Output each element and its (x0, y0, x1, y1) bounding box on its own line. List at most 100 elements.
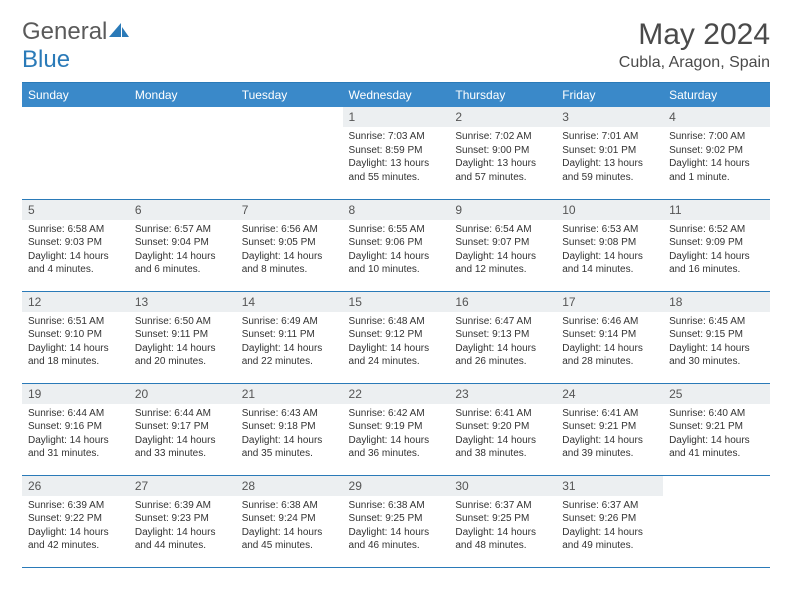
day-cell-2: 2Sunrise: 7:02 AMSunset: 9:00 PMDaylight… (449, 107, 556, 199)
detail-line: Sunrise: 7:03 AM (349, 130, 444, 144)
detail-line: Sunset: 9:01 PM (562, 144, 657, 158)
day-details (663, 482, 770, 489)
detail-line: Sunrise: 6:56 AM (242, 223, 337, 237)
detail-line: Sunrise: 6:37 AM (455, 499, 550, 513)
day-details: Sunrise: 6:43 AMSunset: 9:18 PMDaylight:… (236, 404, 343, 465)
detail-line: Sunrise: 6:49 AM (242, 315, 337, 329)
day-cell-1: 1 Sunrise: 7:03 AMSunset: 8:59 PMDaylight… (343, 107, 450, 199)
day-number: 1 (343, 107, 450, 127)
week-row: 5Sunrise: 6:58 AMSunset: 9:03 PMDaylight… (22, 199, 770, 291)
detail-line: and 33 minutes. (135, 447, 230, 461)
day-details: Sunrise: 6:57 AMSunset: 9:04 PMDaylight:… (129, 220, 236, 281)
detail-line: Sunrise: 6:38 AM (242, 499, 337, 513)
detail-line: Daylight: 14 hours (669, 157, 764, 171)
detail-line: Sunrise: 6:47 AM (455, 315, 550, 329)
detail-line: and 12 minutes. (455, 263, 550, 277)
detail-line: Daylight: 14 hours (28, 250, 123, 264)
day-number: 20 (129, 384, 236, 404)
detail-line: Daylight: 14 hours (562, 250, 657, 264)
day-cell-25: 25Sunrise: 6:40 AMSunset: 9:21 PMDayligh… (663, 383, 770, 475)
day-details: Sunrise: 6:44 AMSunset: 9:17 PMDaylight:… (129, 404, 236, 465)
detail-line: Sunset: 9:26 PM (562, 512, 657, 526)
detail-line: and 16 minutes. (669, 263, 764, 277)
day-number: 14 (236, 292, 343, 312)
detail-line: Sunrise: 6:58 AM (28, 223, 123, 237)
day-details: Sunrise: 6:37 AMSunset: 9:26 PMDaylight:… (556, 496, 663, 557)
detail-line: Daylight: 14 hours (28, 434, 123, 448)
detail-line: Daylight: 14 hours (455, 342, 550, 356)
detail-line: and 30 minutes. (669, 355, 764, 369)
day-header-monday: Monday (129, 83, 236, 108)
detail-line: Sunset: 9:20 PM (455, 420, 550, 434)
detail-line: Daylight: 13 hours (349, 157, 444, 171)
detail-line: Sunset: 8:59 PM (349, 144, 444, 158)
day-details (236, 113, 343, 120)
detail-line: Daylight: 14 hours (669, 434, 764, 448)
day-number: 17 (556, 292, 663, 312)
day-details: Sunrise: 7:02 AMSunset: 9:00 PMDaylight:… (449, 127, 556, 188)
day-cell-13: 13Sunrise: 6:50 AMSunset: 9:11 PMDayligh… (129, 291, 236, 383)
detail-line: and 6 minutes. (135, 263, 230, 277)
day-number: 29 (343, 476, 450, 496)
day-cell-23: 23Sunrise: 6:41 AMSunset: 9:20 PMDayligh… (449, 383, 556, 475)
detail-line: Sunset: 9:23 PM (135, 512, 230, 526)
detail-line: Sunset: 9:16 PM (28, 420, 123, 434)
detail-line: Sunrise: 7:02 AM (455, 130, 550, 144)
brand-part1: General (22, 18, 107, 45)
day-cell-27: 27Sunrise: 6:39 AMSunset: 9:23 PMDayligh… (129, 475, 236, 567)
day-cell-3: 3Sunrise: 7:01 AMSunset: 9:01 PMDaylight… (556, 107, 663, 199)
day-number: 9 (449, 200, 556, 220)
day-details: Sunrise: 6:54 AMSunset: 9:07 PMDaylight:… (449, 220, 556, 281)
day-details: Sunrise: 6:38 AMSunset: 9:24 PMDaylight:… (236, 496, 343, 557)
day-number: 24 (556, 384, 663, 404)
detail-line: and 48 minutes. (455, 539, 550, 553)
day-header-sunday: Sunday (22, 83, 129, 108)
calendar-page: General Blue May 2024 Cubla, Aragon, Spa… (0, 0, 792, 586)
day-details: Sunrise: 6:39 AMSunset: 9:22 PMDaylight:… (22, 496, 129, 557)
detail-line: Sunset: 9:12 PM (349, 328, 444, 342)
day-cell-19: 19Sunrise: 6:44 AMSunset: 9:16 PMDayligh… (22, 383, 129, 475)
day-details: Sunrise: 6:49 AMSunset: 9:11 PMDaylight:… (236, 312, 343, 373)
day-number: 8 (343, 200, 450, 220)
detail-line: Daylight: 14 hours (135, 434, 230, 448)
detail-line: Daylight: 14 hours (135, 526, 230, 540)
detail-line: Daylight: 14 hours (349, 434, 444, 448)
detail-line: Daylight: 14 hours (562, 526, 657, 540)
detail-line: Sunrise: 6:48 AM (349, 315, 444, 329)
detail-line: Sunset: 9:19 PM (349, 420, 444, 434)
day-number: 25 (663, 384, 770, 404)
day-number: 28 (236, 476, 343, 496)
week-row: 19Sunrise: 6:44 AMSunset: 9:16 PMDayligh… (22, 383, 770, 475)
detail-line: Daylight: 14 hours (669, 250, 764, 264)
detail-line: and 46 minutes. (349, 539, 444, 553)
detail-line: and 59 minutes. (562, 171, 657, 185)
detail-line: and 44 minutes. (135, 539, 230, 553)
empty-day-cell (236, 107, 343, 199)
day-details: Sunrise: 7:00 AMSunset: 9:02 PMDaylight:… (663, 127, 770, 188)
detail-line: Sunrise: 6:39 AM (135, 499, 230, 513)
day-number: 7 (236, 200, 343, 220)
day-number: 16 (449, 292, 556, 312)
day-cell-8: 8Sunrise: 6:55 AMSunset: 9:06 PMDaylight… (343, 199, 450, 291)
detail-line: and 57 minutes. (455, 171, 550, 185)
day-number: 6 (129, 200, 236, 220)
detail-line: Sunrise: 6:54 AM (455, 223, 550, 237)
detail-line: Daylight: 14 hours (349, 342, 444, 356)
detail-line: and 36 minutes. (349, 447, 444, 461)
detail-line: Daylight: 14 hours (562, 342, 657, 356)
detail-line: Sunrise: 6:55 AM (349, 223, 444, 237)
day-details: Sunrise: 6:50 AMSunset: 9:11 PMDaylight:… (129, 312, 236, 373)
detail-line: Sunset: 9:00 PM (455, 144, 550, 158)
detail-line: Sunset: 9:04 PM (135, 236, 230, 250)
location-text: Cubla, Aragon, Spain (619, 54, 770, 72)
detail-line: Sunrise: 6:52 AM (669, 223, 764, 237)
day-details: Sunrise: 6:41 AMSunset: 9:21 PMDaylight:… (556, 404, 663, 465)
detail-line: Daylight: 13 hours (455, 157, 550, 171)
detail-line: and 49 minutes. (562, 539, 657, 553)
day-number: 30 (449, 476, 556, 496)
detail-line: Sunset: 9:05 PM (242, 236, 337, 250)
brand-part2: Blue (22, 46, 70, 73)
day-header-row: SundayMondayTuesdayWednesdayThursdayFrid… (22, 83, 770, 108)
detail-line: Daylight: 14 hours (242, 526, 337, 540)
detail-line: Sunset: 9:25 PM (455, 512, 550, 526)
